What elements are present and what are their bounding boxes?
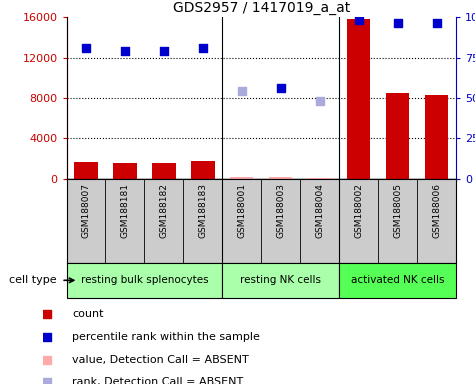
Text: percentile rank within the sample: percentile rank within the sample bbox=[72, 332, 260, 342]
Point bbox=[44, 311, 51, 317]
Text: GSM188004: GSM188004 bbox=[315, 183, 324, 238]
Bar bbox=[152, 163, 176, 179]
Point bbox=[394, 20, 401, 26]
Text: GSM188182: GSM188182 bbox=[160, 183, 168, 238]
Bar bbox=[66, 263, 222, 298]
Point bbox=[199, 45, 207, 51]
Point bbox=[433, 20, 440, 26]
Bar bbox=[425, 95, 448, 179]
Point bbox=[82, 45, 90, 51]
Text: cell type: cell type bbox=[10, 275, 57, 285]
Text: GSM188183: GSM188183 bbox=[199, 183, 207, 238]
Text: resting NK cells: resting NK cells bbox=[240, 275, 321, 285]
Point bbox=[238, 88, 246, 94]
Text: GSM188181: GSM188181 bbox=[121, 183, 129, 238]
Text: activated NK cells: activated NK cells bbox=[351, 275, 444, 285]
Bar bbox=[191, 161, 215, 179]
Text: GSM188006: GSM188006 bbox=[432, 183, 441, 238]
Bar bbox=[339, 263, 456, 298]
Title: GDS2957 / 1417019_a_at: GDS2957 / 1417019_a_at bbox=[172, 1, 350, 15]
Text: GSM188002: GSM188002 bbox=[354, 183, 363, 238]
Text: GSM188003: GSM188003 bbox=[276, 183, 285, 238]
Point bbox=[355, 17, 362, 23]
Text: resting bulk splenocytes: resting bulk splenocytes bbox=[81, 275, 208, 285]
Bar bbox=[222, 263, 339, 298]
Text: rank, Detection Call = ABSENT: rank, Detection Call = ABSENT bbox=[72, 377, 243, 384]
Text: count: count bbox=[72, 309, 104, 319]
Point bbox=[121, 48, 129, 54]
Point bbox=[44, 356, 51, 362]
Bar bbox=[74, 162, 98, 179]
Text: value, Detection Call = ABSENT: value, Detection Call = ABSENT bbox=[72, 354, 249, 364]
Bar bbox=[347, 19, 370, 179]
Bar bbox=[113, 163, 137, 179]
Point bbox=[277, 85, 285, 91]
Text: GSM188007: GSM188007 bbox=[82, 183, 90, 238]
Text: GSM188005: GSM188005 bbox=[393, 183, 402, 238]
Point bbox=[44, 379, 51, 384]
Bar bbox=[386, 93, 409, 179]
Point bbox=[160, 48, 168, 54]
Point bbox=[316, 98, 323, 104]
Bar bbox=[269, 177, 293, 179]
Point bbox=[44, 334, 51, 340]
Bar bbox=[308, 178, 332, 179]
Bar bbox=[230, 177, 254, 179]
Text: GSM188001: GSM188001 bbox=[238, 183, 246, 238]
